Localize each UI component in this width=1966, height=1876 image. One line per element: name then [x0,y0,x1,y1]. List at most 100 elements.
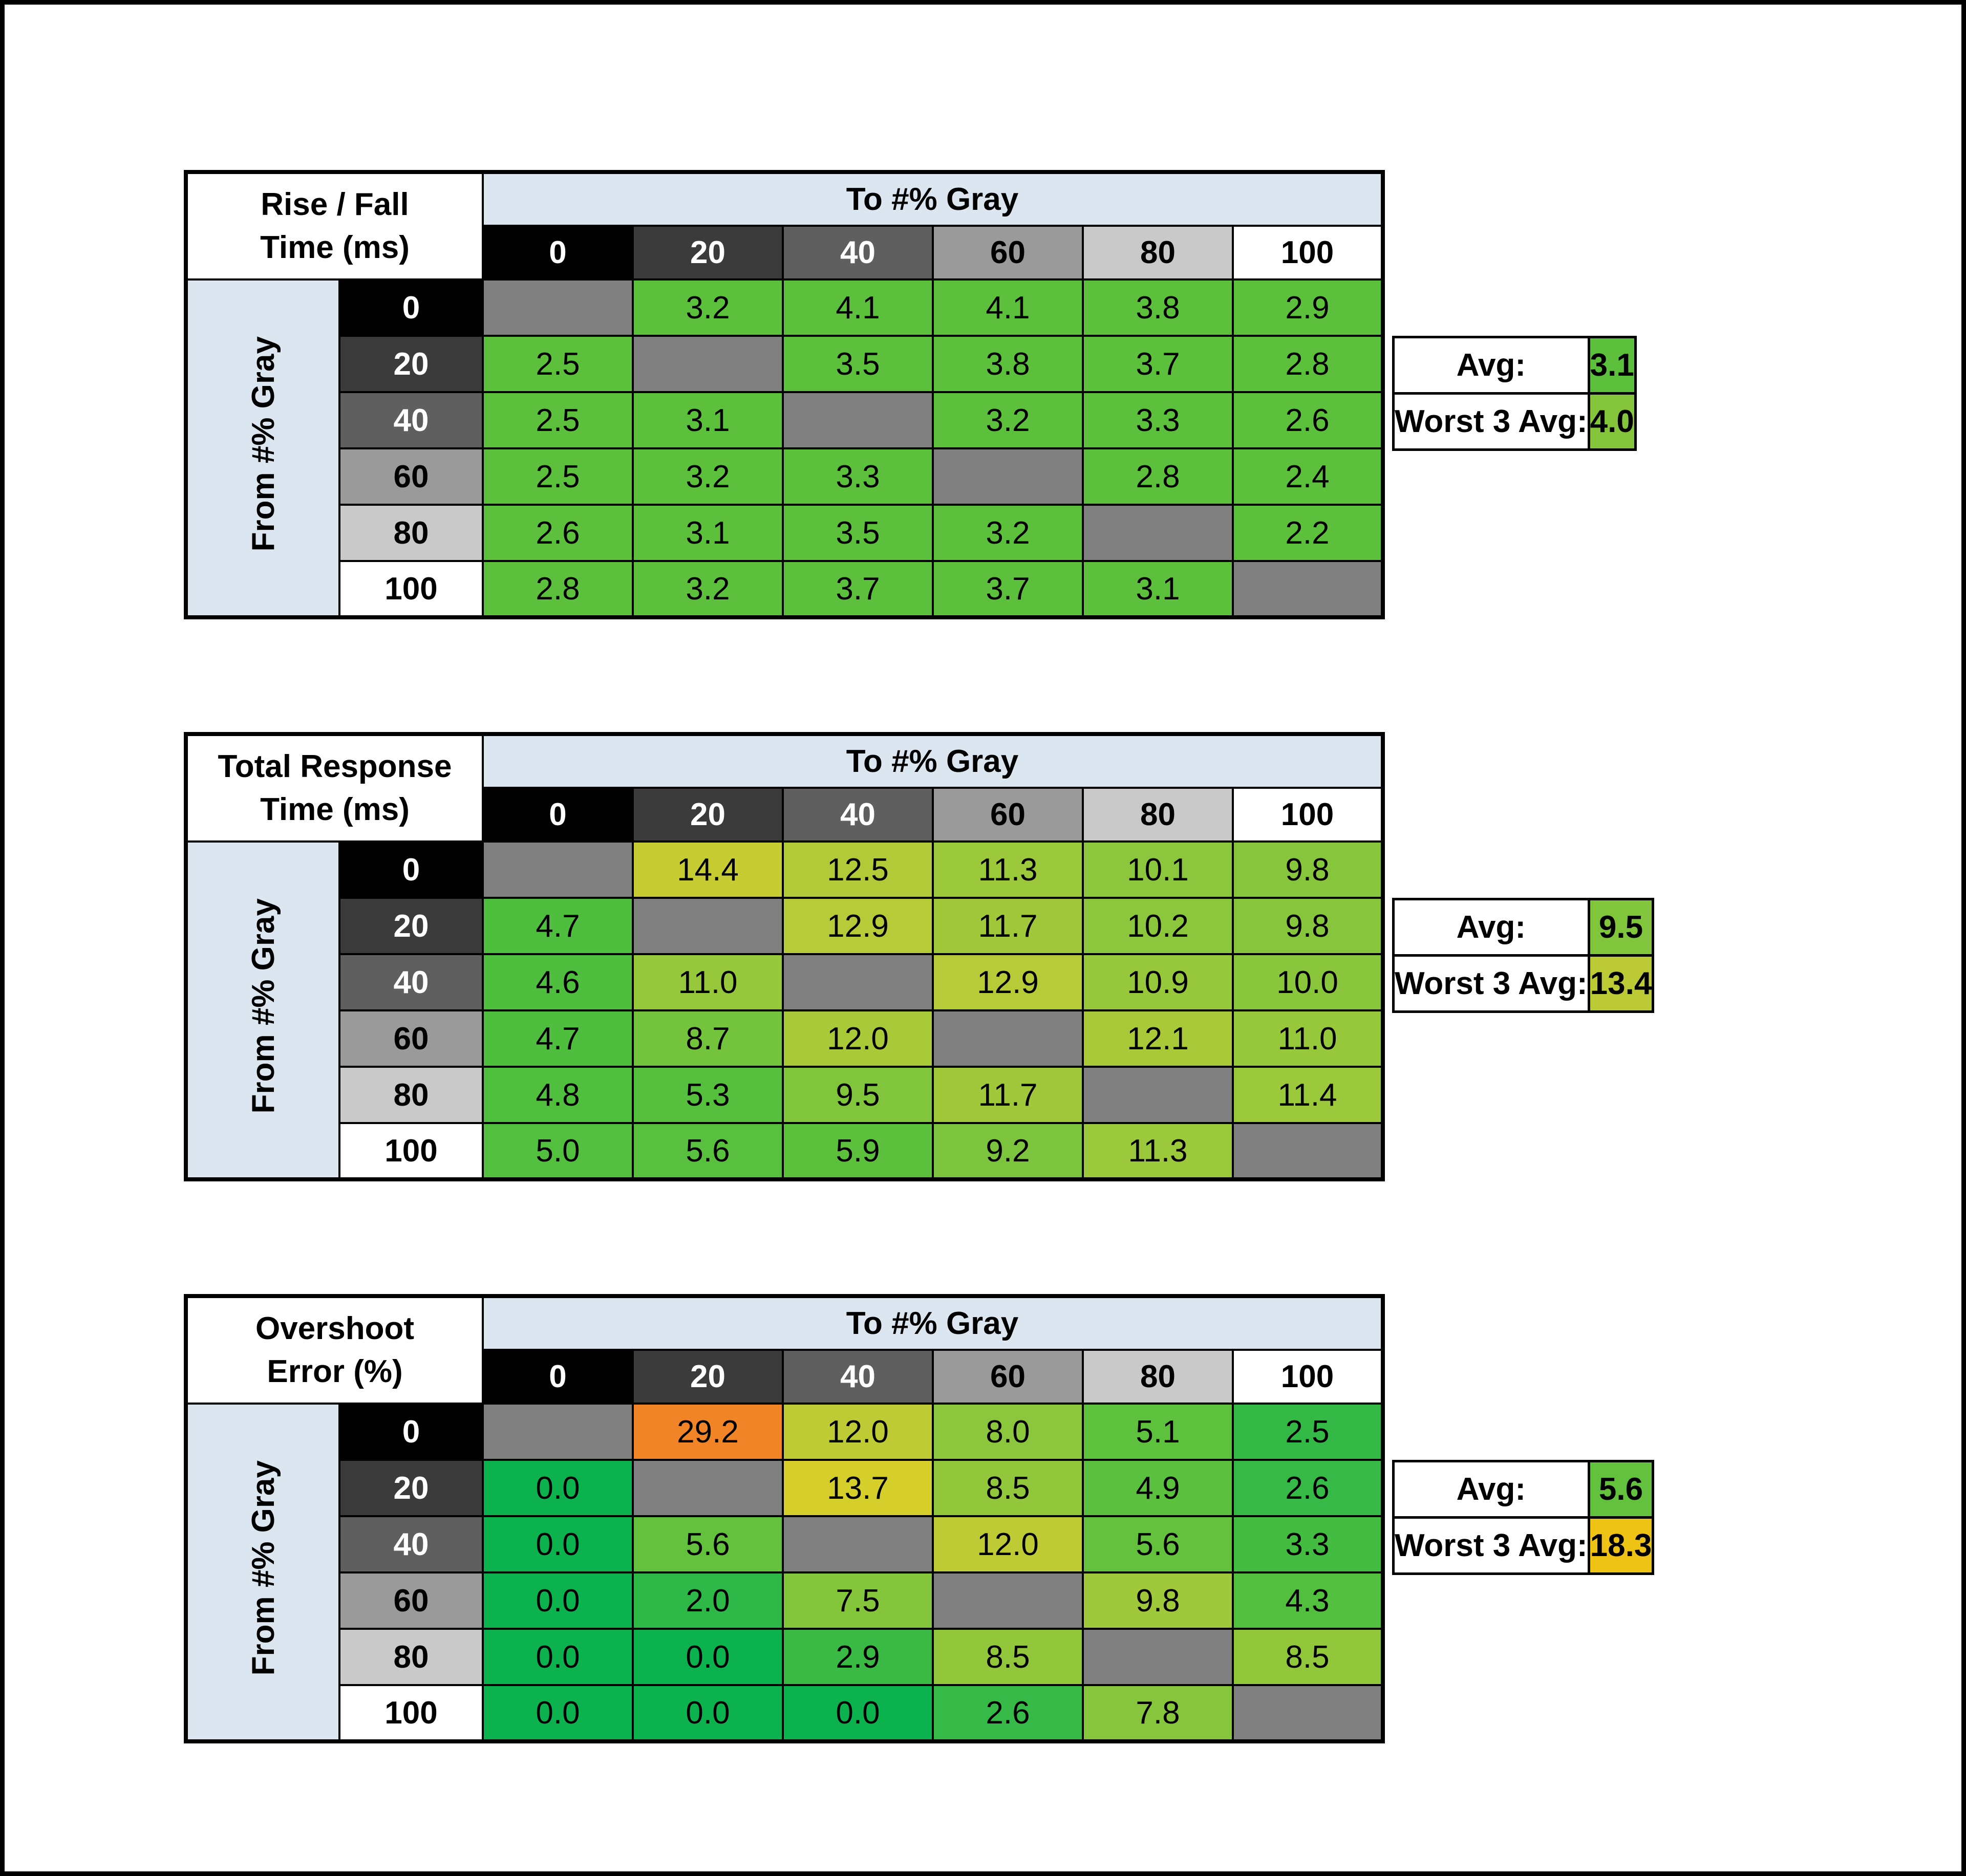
overshoot-summary: Avg: 5.6 Worst 3 Avg: 18.3 [1392,1460,1655,1575]
col-header-20: 20 [632,1349,784,1405]
row-axis-label: From #% Gray [245,898,281,1114]
value-cell-0-to-40: 12.0 [782,1403,934,1461]
value-cell-0-to-60: 4.1 [932,278,1084,337]
value-cell-100-to-80: 11.3 [1082,1122,1234,1180]
rise-fall-title: Rise / Fall Time (ms) [185,171,484,281]
value-cell-20-to-0: 0.0 [482,1459,634,1517]
value-cell-100-to-20: 0.0 [632,1684,784,1742]
row-axis-label-cell: From #% Gray [185,840,340,1180]
row-header-20: 20 [338,335,484,393]
value-cell-80-to-0: 0.0 [482,1628,634,1686]
rise-fall-matrix-table: Rise / Fall Time (ms) To #% Gray 0 20 40 60 80 1… [184,170,1385,619]
worst-3-avg-value: 4.0 [1587,392,1637,451]
value-cell-0-to-20: 14.4 [632,840,784,899]
value-cell-0-to-100: 2.5 [1232,1403,1384,1461]
value-cell-0-to-20: 29.2 [632,1403,784,1461]
value-cell-0-to-60: 8.0 [932,1403,1084,1461]
value-cell-20-to-40: 12.9 [782,897,934,955]
row-header-20: 20 [338,1459,484,1517]
row-header-80: 80 [338,1628,484,1686]
value-cell-80-to-40: 9.5 [782,1066,934,1124]
value-cell-20-to-60: 8.5 [932,1459,1084,1517]
value-cell-60-to-0: 4.7 [482,1009,634,1068]
value-cell-40-to-80: 10.9 [1082,953,1234,1011]
worst-3-avg-value: 18.3 [1587,1516,1655,1575]
value-cell-40-to-20: 11.0 [632,953,784,1011]
value-cell-20-to-60: 11.7 [932,897,1084,955]
value-cell-80-to-100: 8.5 [1232,1628,1384,1686]
value-cell-80-to-0: 4.8 [482,1066,634,1124]
value-cell-80-to-20: 3.1 [632,504,784,562]
row-header-0: 0 [338,840,484,899]
diagonal-cell [1232,1684,1384,1742]
value-cell-60-to-80: 9.8 [1082,1571,1234,1630]
value-cell-40-to-0: 4.6 [482,953,634,1011]
col-header-60: 60 [932,225,1084,281]
value-cell-40-to-100: 10.0 [1232,953,1384,1011]
value-cell-100-to-80: 3.1 [1082,560,1234,618]
value-cell-100-to-0: 5.0 [482,1122,634,1180]
row-header-80: 80 [338,1066,484,1124]
row-header-80: 80 [338,504,484,562]
row-axis-label: From #% Gray [245,1460,281,1676]
value-cell-20-to-40: 3.5 [782,335,934,393]
col-header-100: 100 [1232,787,1384,843]
worst-3-avg-label: Worst 3 Avg: [1392,1516,1590,1575]
value-cell-60-to-80: 2.8 [1082,447,1234,506]
value-cell-0-to-40: 4.1 [782,278,934,337]
value-cell-60-to-100: 11.0 [1232,1009,1384,1068]
diagonal-cell [632,335,784,393]
avg-label: Avg: [1392,1460,1590,1519]
col-header-40: 40 [782,1349,934,1405]
row-header-20: 20 [338,897,484,955]
value-cell-20-to-100: 2.8 [1232,335,1384,393]
value-cell-100-to-40: 3.7 [782,560,934,618]
value-cell-100-to-60: 2.6 [932,1684,1084,1742]
col-header-100: 100 [1232,1349,1384,1405]
value-cell-0-to-80: 10.1 [1082,840,1234,899]
diagonal-cell [1232,1122,1384,1180]
value-cell-80-to-60: 3.2 [932,504,1084,562]
row-axis-label-cell: From #% Gray [185,278,340,618]
rise-fall-title-line: Time (ms) [260,230,410,265]
total-response-summary: Avg: 9.5 Worst 3 Avg: 13.4 [1392,898,1655,1013]
value-cell-0-to-60: 11.3 [932,840,1084,899]
value-cell-40-to-20: 3.1 [632,391,784,449]
total-response-table-block: Total Response Time (ms) To #% Gray 0 20 40 60… [184,732,1655,1181]
value-cell-80-to-0: 2.6 [482,504,634,562]
avg-label: Avg: [1392,336,1590,395]
value-cell-40-to-60: 12.0 [932,1515,1084,1573]
total-response-title-line: Total Response [218,749,452,785]
worst-3-avg-label: Worst 3 Avg: [1392,392,1590,451]
value-cell-40-to-60: 12.9 [932,953,1084,1011]
row-header-60: 60 [338,1571,484,1630]
overshoot-title-line: Overshoot [255,1311,415,1347]
value-cell-0-to-40: 12.5 [782,840,934,899]
value-cell-80-to-60: 11.7 [932,1066,1084,1124]
tables-container: Rise / Fall Time (ms) To #% Gray 0 20 40 60 80 1… [184,170,1655,1856]
value-cell-20-to-40: 13.7 [782,1459,934,1517]
overshoot-matrix-table: Overshoot Error (%) To #% Gray 0 20 40 60 80 100… [184,1294,1385,1743]
value-cell-60-to-20: 3.2 [632,447,784,506]
diagonal-cell [1082,1628,1234,1686]
diagonal-cell [482,278,634,337]
avg-value: 3.1 [1587,336,1637,395]
avg-value: 5.6 [1587,1460,1655,1519]
col-header-0: 0 [482,1349,634,1405]
diagonal-cell [932,447,1084,506]
value-cell-80-to-40: 2.9 [782,1628,934,1686]
diagonal-cell [1082,504,1234,562]
value-cell-100-to-20: 3.2 [632,560,784,618]
value-cell-100-to-60: 9.2 [932,1122,1084,1180]
value-cell-100-to-20: 5.6 [632,1122,784,1180]
rise-fall-summary: Avg: 3.1 Worst 3 Avg: 4.0 [1392,336,1637,451]
col-header-80: 80 [1082,225,1234,281]
value-cell-80-to-20: 0.0 [632,1628,784,1686]
value-cell-40-to-0: 2.5 [482,391,634,449]
col-axis-label: To #% Gray [482,1295,1384,1351]
col-header-100: 100 [1232,225,1384,281]
value-cell-60-to-100: 2.4 [1232,447,1384,506]
value-cell-80-to-60: 8.5 [932,1628,1084,1686]
row-header-0: 0 [338,278,484,337]
